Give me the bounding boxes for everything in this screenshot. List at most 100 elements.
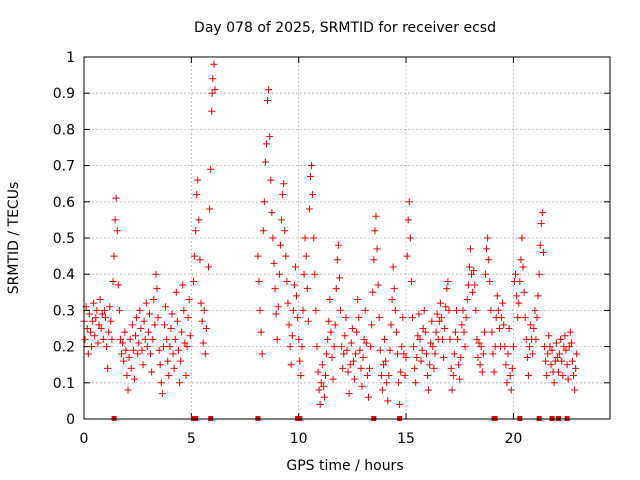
data-point xyxy=(116,335,124,343)
data-point xyxy=(539,248,547,256)
data-point xyxy=(562,346,570,354)
data-point xyxy=(417,357,425,365)
data-point xyxy=(127,364,135,372)
data-point xyxy=(546,343,554,351)
data-point xyxy=(126,335,134,343)
data-point xyxy=(509,343,517,351)
data-point xyxy=(178,328,186,336)
data-point xyxy=(457,353,465,361)
data-point xyxy=(282,252,290,260)
data-point xyxy=(286,343,294,351)
data-point xyxy=(322,372,330,380)
data-point xyxy=(128,321,136,329)
data-point xyxy=(520,288,528,296)
data-point xyxy=(433,310,441,318)
data-point xyxy=(300,270,308,278)
data-point xyxy=(525,343,533,351)
data-point xyxy=(514,314,522,322)
data-point xyxy=(287,361,295,369)
data-point xyxy=(85,310,93,318)
data-point xyxy=(478,368,486,376)
data-point xyxy=(564,375,572,383)
data-point xyxy=(156,361,164,369)
data-point xyxy=(149,335,157,343)
data-point xyxy=(201,350,209,358)
data-point xyxy=(294,314,302,322)
data-point xyxy=(170,364,178,372)
data-point xyxy=(427,339,435,347)
data-point xyxy=(408,314,416,322)
data-point xyxy=(515,299,523,307)
data-point xyxy=(265,86,273,94)
data-point xyxy=(184,314,192,322)
data-point xyxy=(389,263,397,271)
data-point xyxy=(530,325,538,332)
x-tick-label: 5 xyxy=(187,431,196,447)
y-axis-title: SRMTID / TECUs xyxy=(6,182,22,295)
data-point xyxy=(262,140,270,148)
data-point xyxy=(432,328,440,336)
y-tick-label: 0.3 xyxy=(53,303,75,319)
x-tick-label: 10 xyxy=(290,431,308,447)
data-point xyxy=(550,379,558,387)
data-point xyxy=(521,314,529,322)
data-point xyxy=(144,328,152,336)
data-point xyxy=(495,325,503,332)
data-point xyxy=(356,346,364,354)
data-point xyxy=(183,343,191,351)
data-point xyxy=(208,89,216,97)
data-point xyxy=(450,350,458,358)
data-point xyxy=(387,321,395,329)
data-point xyxy=(372,212,380,220)
data-point xyxy=(349,357,357,365)
data-point xyxy=(463,296,471,304)
data-point xyxy=(558,357,566,365)
data-point xyxy=(335,274,343,282)
data-point xyxy=(315,386,323,394)
data-point xyxy=(99,335,107,343)
data-point xyxy=(205,263,213,271)
data-point xyxy=(297,372,305,380)
data-point xyxy=(283,277,291,285)
data-point xyxy=(490,368,498,376)
chart-title: Day 078 of 2025, SRMTID for receiver ecs… xyxy=(194,20,496,36)
data-point xyxy=(100,306,108,314)
data-point xyxy=(194,176,202,184)
data-point xyxy=(275,270,283,278)
data-point xyxy=(95,321,103,329)
data-point xyxy=(295,335,303,343)
data-point xyxy=(499,299,507,307)
data-point xyxy=(474,353,482,361)
data-point xyxy=(167,325,175,332)
data-point xyxy=(459,306,467,314)
data-point xyxy=(556,350,564,358)
data-point xyxy=(449,372,457,380)
data-point xyxy=(361,306,369,314)
data-point xyxy=(94,339,102,347)
data-point xyxy=(123,372,131,380)
data-point xyxy=(379,361,387,369)
data-point xyxy=(439,335,447,343)
data-point xyxy=(501,343,509,351)
data-point xyxy=(159,343,167,351)
data-point xyxy=(407,277,415,285)
data-point xyxy=(272,310,280,318)
data-point xyxy=(290,281,298,289)
data-point xyxy=(410,343,418,351)
y-tick-label: 1 xyxy=(66,50,75,66)
data-point xyxy=(370,256,378,264)
data-point xyxy=(360,335,368,343)
data-point xyxy=(565,343,573,351)
data-point xyxy=(345,390,353,398)
data-point xyxy=(533,314,541,322)
data-point xyxy=(418,346,426,354)
data-point xyxy=(424,372,432,380)
data-point xyxy=(304,317,312,325)
data-point xyxy=(327,328,335,336)
data-point xyxy=(143,343,151,351)
data-point xyxy=(341,332,349,340)
data-point xyxy=(314,368,322,376)
data-point xyxy=(464,281,472,289)
data-point xyxy=(382,357,390,365)
data-point xyxy=(318,361,326,369)
